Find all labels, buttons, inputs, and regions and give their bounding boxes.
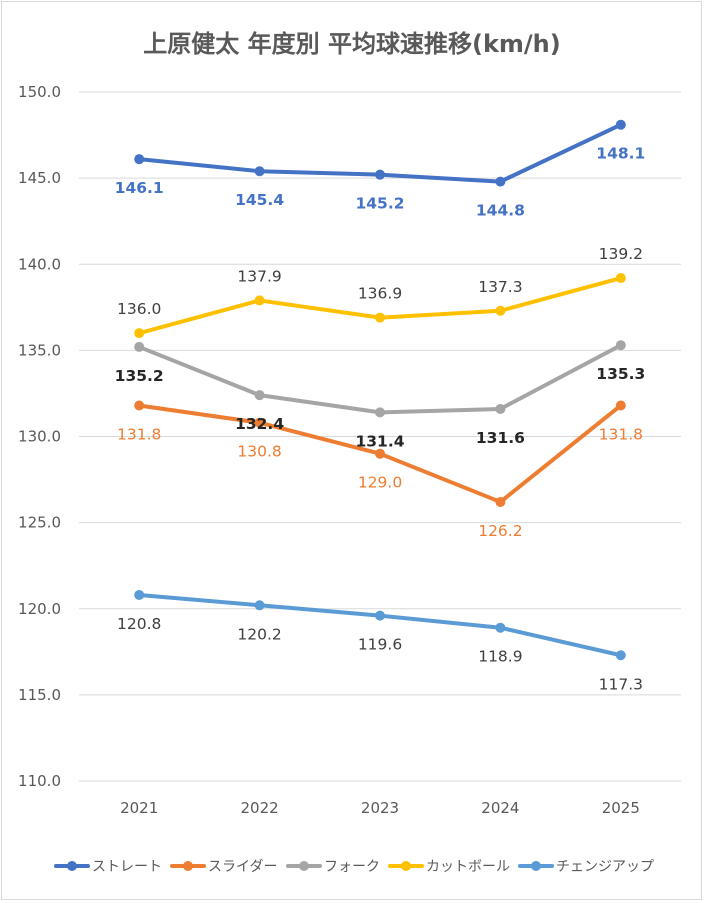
- y-tick-label: 150.0: [18, 83, 61, 101]
- legend-item[interactable]: ストレート: [54, 859, 162, 875]
- data-point[interactable]: [495, 305, 506, 316]
- data-point[interactable]: [375, 407, 385, 418]
- y-tick-label: 125.0: [18, 514, 61, 532]
- data-point[interactable]: [254, 390, 265, 401]
- legend-marker: [401, 861, 411, 871]
- data-label: 136.0: [117, 300, 161, 318]
- y-tick-label: 115.0: [18, 686, 61, 704]
- x-tick-label: 2024: [481, 799, 519, 817]
- data-label: 118.9: [478, 648, 522, 666]
- x-tick-label: 2023: [361, 799, 399, 817]
- data-point[interactable]: [615, 650, 626, 661]
- legend-marker: [67, 861, 77, 871]
- data-label: 126.2: [478, 522, 522, 540]
- data-label: 117.3: [599, 675, 643, 693]
- legend-marker: [299, 861, 309, 871]
- data-label: 146.1: [115, 179, 164, 197]
- data-label: 132.4: [235, 415, 284, 433]
- data-label: 129.0: [358, 474, 402, 492]
- data-label: 135.2: [115, 367, 164, 385]
- legend[interactable]: ストレート スライダー フォーク カットボール チェンジアップ: [54, 859, 654, 875]
- data-label: 119.6: [358, 636, 402, 654]
- y-tick-label: 145.0: [18, 169, 61, 187]
- legend-label: スライダー: [208, 859, 277, 875]
- legend-label: フォーク: [324, 859, 380, 875]
- data-label: 136.9: [358, 285, 402, 303]
- y-tick-label: 110.0: [18, 772, 61, 790]
- data-point[interactable]: [134, 341, 145, 352]
- data-label: 131.4: [355, 432, 404, 450]
- data-point[interactable]: [254, 600, 265, 611]
- legend-item[interactable]: カットボール: [388, 859, 510, 875]
- series-group: [134, 119, 626, 661]
- x-tick-label: 2025: [602, 799, 640, 817]
- data-label: 120.2: [237, 625, 281, 643]
- x-tick-label: 2021: [120, 799, 158, 817]
- data-point[interactable]: [375, 610, 385, 621]
- legend-label: チェンジアップ: [556, 859, 654, 875]
- legend-label: カットボール: [426, 859, 510, 875]
- series-line: [137, 343, 623, 415]
- data-point[interactable]: [134, 400, 145, 411]
- data-label: 135.3: [596, 365, 645, 383]
- data-point[interactable]: [375, 312, 385, 323]
- y-tick-label: 130.0: [18, 428, 61, 446]
- y-tick-label: 135.0: [18, 341, 61, 359]
- data-point[interactable]: [495, 622, 506, 633]
- y-axis: 110.0 115.0 120.0 125.0 130.0 135.0 140.0 145.0…: [18, 83, 61, 790]
- chart-title: 上原健太 年度別 平均球速推移(km/h): [143, 30, 560, 58]
- data-label: 148.1: [596, 145, 645, 163]
- data-labels: 146.1 145.4 145.2 144.8 148.1 131.8 130.8 129.0…: [115, 145, 646, 694]
- data-point[interactable]: [254, 417, 265, 428]
- x-tick-label: 2022: [241, 799, 279, 817]
- data-point[interactable]: [615, 119, 626, 130]
- data-label: 145.4: [235, 191, 284, 209]
- data-point[interactable]: [134, 328, 145, 339]
- x-axis: 2021 2022 2023 2024 2025: [120, 799, 640, 817]
- y-tick-label: 120.0: [18, 600, 61, 618]
- data-label: 120.8: [117, 615, 161, 633]
- data-label: 139.2: [599, 245, 643, 263]
- data-label: 137.9: [237, 267, 281, 285]
- data-point[interactable]: [375, 169, 385, 180]
- data-point[interactable]: [495, 176, 506, 187]
- data-label: 130.8: [237, 443, 281, 461]
- data-point[interactable]: [134, 154, 145, 165]
- data-label: 131.8: [117, 425, 161, 443]
- data-point[interactable]: [495, 496, 506, 507]
- legend-marker: [531, 861, 541, 871]
- gridlines: [79, 91, 681, 782]
- legend-marker: [183, 861, 193, 871]
- data-point[interactable]: [615, 340, 626, 351]
- data-point[interactable]: [254, 166, 265, 177]
- data-label: 131.6: [476, 429, 525, 447]
- data-point[interactable]: [615, 273, 626, 284]
- data-point[interactable]: [495, 403, 506, 414]
- data-point[interactable]: [375, 448, 385, 459]
- data-point[interactable]: [254, 295, 265, 306]
- data-label: 131.8: [599, 425, 643, 443]
- legend-label: ストレート: [92, 859, 162, 875]
- data-label: 145.2: [355, 195, 404, 213]
- data-point[interactable]: [134, 589, 145, 600]
- y-tick-label: 140.0: [18, 255, 61, 273]
- legend-item[interactable]: チェンジアップ: [518, 859, 654, 875]
- legend-item[interactable]: スライダー: [170, 859, 277, 875]
- data-point[interactable]: [615, 400, 626, 411]
- data-label: 137.3: [478, 278, 522, 296]
- legend-item[interactable]: フォーク: [286, 859, 380, 875]
- data-label: 144.8: [476, 202, 525, 220]
